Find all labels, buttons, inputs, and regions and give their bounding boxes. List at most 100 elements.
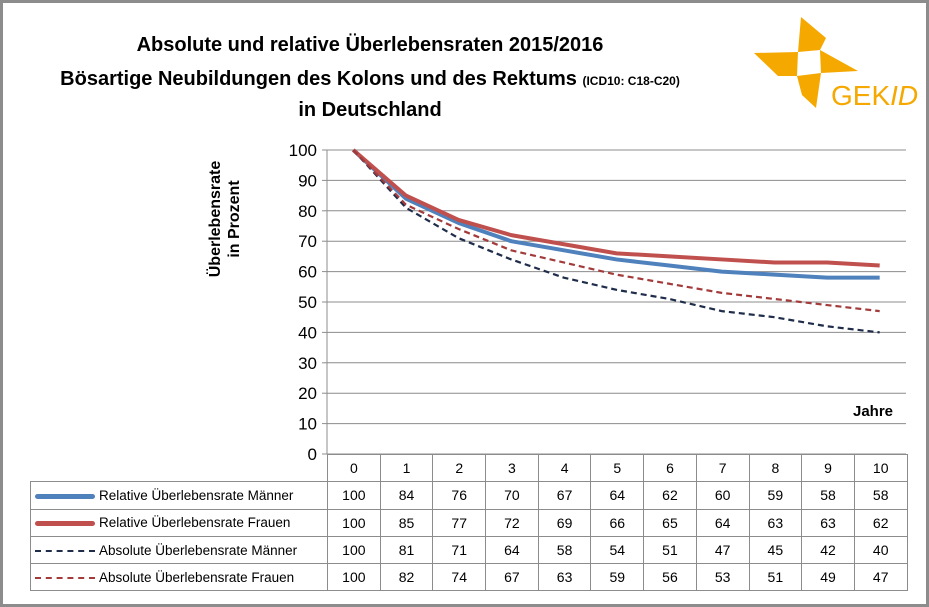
x-tick-label: 6 — [643, 453, 697, 483]
chart-subtitle-region: in Deutschland — [298, 99, 442, 121]
series-line-0 — [351, 148, 880, 280]
data-cell: 70 — [485, 481, 539, 510]
data-cell: 76 — [432, 481, 487, 510]
x-tick-label: 3 — [485, 453, 539, 483]
y-tick-label: 50 — [298, 293, 317, 312]
y-axis-label-line1: Überlebensrate — [207, 160, 224, 278]
y-tick-label: 30 — [298, 354, 317, 373]
series-line-1 — [352, 148, 880, 268]
y-tick-label: 40 — [298, 323, 317, 342]
x-tick-label: 7 — [695, 453, 750, 483]
y-tick-label: 60 — [298, 263, 317, 282]
y-axis-label-line2: in Prozent — [226, 180, 243, 258]
data-cell: 42 — [801, 535, 855, 565]
table-row: Relative Überlebensrate Frauen 100 85 77 72 6… — [30, 508, 908, 537]
data-cell: 47 — [695, 535, 750, 565]
x-tick-label: 5 — [590, 453, 645, 483]
data-cell: 58 — [537, 535, 592, 565]
data-cell: 77 — [432, 508, 487, 537]
y-tick-label: 90 — [298, 171, 317, 190]
chart-title: Absolute und relative Überlebensraten 20… — [136, 34, 604, 56]
data-cell: 51 — [643, 535, 697, 565]
legend-entry: Relative Überlebensrate Männer — [30, 481, 328, 510]
chart-subtitle: Bösartige Neubildungen des Kolons und de… — [0, 68, 740, 91]
legend-key-icon — [35, 577, 95, 580]
data-cell: 54 — [590, 535, 645, 565]
series-line-3 — [352, 149, 880, 313]
data-cell: 72 — [485, 508, 539, 537]
x-tick-label: 4 — [537, 453, 592, 483]
data-cell: 53 — [695, 563, 750, 592]
data-cell: 63 — [748, 508, 803, 537]
data-cell: 51 — [748, 563, 803, 592]
data-cell: 56 — [643, 563, 697, 592]
x-tick-label: 2 — [432, 453, 487, 483]
legend-key-icon — [35, 549, 95, 552]
table-header-row: 0 1 2 3 4 5 6 7 8 9 10 — [30, 453, 908, 483]
data-cell: 100 — [327, 508, 381, 537]
data-cell: 65 — [643, 508, 697, 537]
x-tick-label: 10 — [853, 453, 908, 483]
data-cell: 67 — [537, 481, 592, 510]
x-tick-label: 1 — [379, 453, 434, 483]
data-cell: 69 — [537, 508, 592, 537]
series-name: Relative Überlebensrate Frauen — [99, 515, 291, 531]
data-cell: 82 — [379, 563, 434, 592]
data-cell: 71 — [432, 535, 487, 565]
data-cell: 85 — [379, 508, 434, 537]
data-cell: 100 — [327, 481, 381, 510]
gekid-logo: GEKID — [754, 17, 918, 111]
data-cell: 45 — [748, 535, 803, 565]
legend-entry: Relative Überlebensrate Frauen — [30, 508, 328, 537]
data-cell: 100 — [327, 563, 381, 592]
data-cell: 64 — [485, 535, 539, 565]
series-name: Absolute Überlebensrate Frauen — [99, 569, 295, 585]
data-cell: 58 — [801, 481, 855, 510]
legend-key-icon — [35, 521, 95, 527]
legend-key-icon — [35, 493, 95, 499]
data-table: 0 1 2 3 4 5 6 7 8 9 10 Relative Überlebensrate Männ… — [30, 453, 908, 592]
data-cell: 64 — [695, 508, 750, 537]
data-cell: 62 — [643, 481, 697, 510]
icd-code: (ICD10: C18-C20) — [582, 74, 680, 88]
y-axis-label: Überlebensrate in Prozent — [190, 150, 260, 290]
table-row: Absolute Überlebensrate Frauen 100 82 74 67 6… — [30, 563, 908, 592]
data-cell: 81 — [379, 535, 434, 565]
data-cell: 74 — [432, 563, 487, 592]
data-cell: 64 — [590, 481, 645, 510]
corner-cell — [30, 454, 328, 483]
data-cell: 84 — [379, 481, 434, 510]
legend-entry: Absolute Überlebensrate Frauen — [30, 563, 328, 592]
data-cell: 59 — [590, 563, 645, 592]
subtitle-text: Bösartige Neubildungen des Kolons und de… — [60, 68, 577, 90]
series-name: Relative Überlebensrate Männer — [99, 487, 294, 503]
data-cell: 47 — [853, 563, 908, 592]
x-axis-label: Jahre — [853, 403, 894, 420]
x-tick-label: 8 — [748, 453, 803, 483]
y-tick-label: 20 — [298, 384, 317, 403]
y-tick-label: 100 — [289, 141, 317, 160]
series-name: Absolute Überlebensrate Männer — [99, 542, 298, 558]
y-tick-label: 80 — [298, 202, 317, 221]
table-row: Absolute Überlebensrate Männer 100 81 71 64 5… — [30, 535, 908, 565]
data-cell: 40 — [853, 535, 908, 565]
data-cell: 60 — [695, 481, 750, 510]
legend-entry: Absolute Überlebensrate Männer — [30, 535, 328, 565]
x-tick-label: 9 — [801, 453, 855, 483]
data-cell: 63 — [537, 563, 592, 592]
logo-text: GEKID — [831, 80, 918, 111]
data-cell: 67 — [485, 563, 539, 592]
data-cell: 63 — [801, 508, 855, 537]
data-cell: 59 — [748, 481, 803, 510]
data-cell: 49 — [801, 563, 855, 592]
y-tick-label: 70 — [298, 232, 317, 251]
data-cell: 58 — [853, 481, 908, 510]
data-cell: 66 — [590, 508, 645, 537]
data-cell: 100 — [327, 535, 381, 565]
table-row: Relative Überlebensrate Männer 100 84 76 70 6… — [30, 481, 908, 510]
series-line-2 — [352, 149, 880, 334]
x-tick-label: 0 — [327, 453, 381, 483]
y-tick-label: 10 — [298, 415, 317, 434]
